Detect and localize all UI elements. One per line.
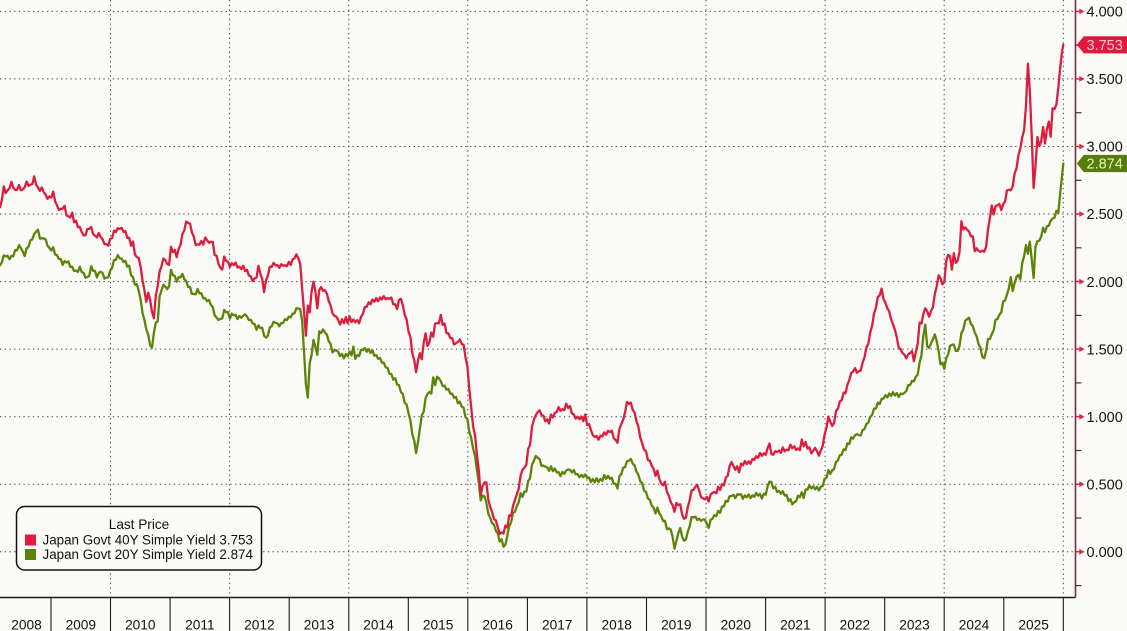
- svg-text:2024: 2024: [959, 618, 990, 631]
- svg-text:Last Price: Last Price: [109, 517, 169, 532]
- svg-text:2009: 2009: [66, 618, 96, 631]
- svg-text:2.874: 2.874: [1087, 157, 1123, 173]
- svg-text:2014: 2014: [363, 618, 394, 631]
- svg-text:2011: 2011: [185, 618, 214, 631]
- svg-text:2013: 2013: [304, 618, 335, 631]
- svg-text:2012: 2012: [244, 618, 274, 631]
- svg-text:0.500: 0.500: [1087, 477, 1123, 493]
- svg-text:2021: 2021: [780, 618, 810, 631]
- svg-text:2010: 2010: [125, 618, 156, 631]
- svg-text:2016: 2016: [482, 618, 513, 631]
- svg-text:4.000: 4.000: [1087, 5, 1123, 21]
- svg-text:2.000: 2.000: [1087, 275, 1123, 291]
- svg-text:Japan Govt 20Y Simple Yield 2.: Japan Govt 20Y Simple Yield 2.874: [43, 547, 254, 562]
- svg-text:3.500: 3.500: [1087, 72, 1123, 88]
- svg-text:2017: 2017: [542, 618, 572, 631]
- svg-text:2.500: 2.500: [1087, 207, 1123, 223]
- svg-text:2025: 2025: [1018, 618, 1049, 631]
- svg-text:0.000: 0.000: [1087, 545, 1123, 561]
- svg-text:2018: 2018: [601, 618, 632, 631]
- svg-text:1.000: 1.000: [1087, 410, 1123, 426]
- svg-text:2023: 2023: [899, 618, 930, 631]
- svg-text:2008: 2008: [11, 618, 42, 631]
- svg-text:2020: 2020: [721, 618, 752, 631]
- svg-text:2022: 2022: [840, 618, 870, 631]
- svg-text:3.753: 3.753: [1087, 38, 1123, 54]
- svg-text:2019: 2019: [661, 618, 691, 631]
- svg-text:3.000: 3.000: [1087, 140, 1123, 156]
- svg-text:1.500: 1.500: [1087, 342, 1123, 358]
- svg-text:2015: 2015: [423, 618, 454, 631]
- svg-text:Japan Govt 40Y Simple Yield 3.: Japan Govt 40Y Simple Yield 3.753: [43, 533, 253, 548]
